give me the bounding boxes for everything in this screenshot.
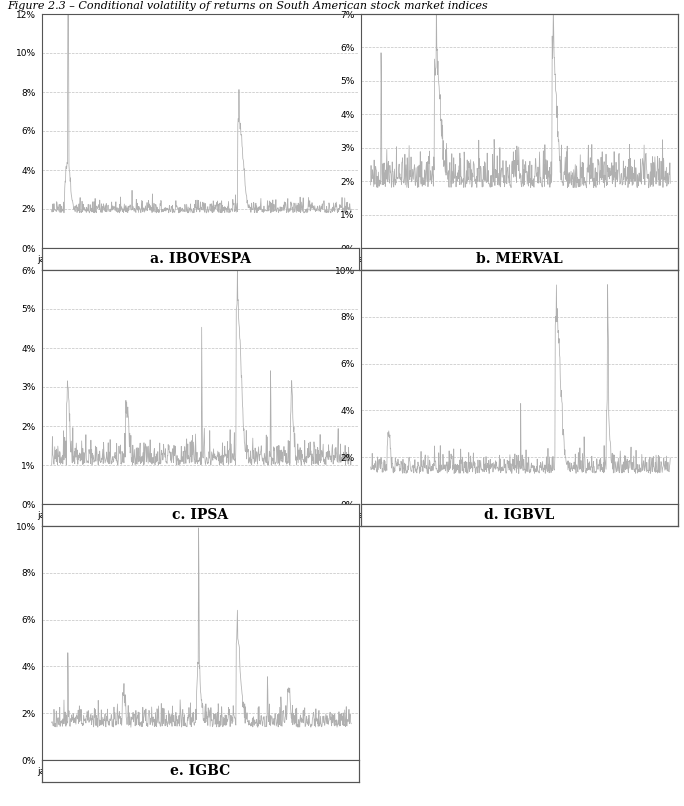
Text: b. MERVAL: b. MERVAL	[476, 252, 563, 266]
Text: d. IGBVL: d. IGBVL	[484, 508, 555, 522]
Text: c. IPSA: c. IPSA	[172, 508, 228, 522]
Text: e. IGBC: e. IGBC	[170, 764, 231, 778]
Text: a. IBOVESPA: a. IBOVESPA	[150, 252, 251, 266]
Text: Figure 2.3 – Conditional volatility of returns on South American stock market in: Figure 2.3 – Conditional volatility of r…	[7, 1, 488, 11]
